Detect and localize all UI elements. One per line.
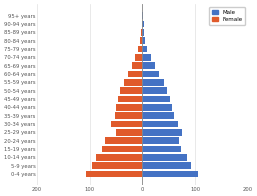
Bar <box>138 46 142 52</box>
Bar <box>120 87 142 94</box>
Bar <box>86 171 142 177</box>
Bar <box>142 37 145 44</box>
Bar <box>142 129 182 136</box>
Bar <box>142 46 147 52</box>
Bar <box>142 154 187 161</box>
Bar <box>142 79 163 86</box>
Bar <box>142 29 144 36</box>
Bar <box>132 62 142 69</box>
Bar <box>128 71 142 77</box>
Bar <box>141 29 142 36</box>
Bar <box>142 104 172 111</box>
Bar <box>142 112 174 119</box>
Bar <box>142 62 155 69</box>
Bar <box>142 121 178 127</box>
Bar <box>96 154 142 161</box>
Bar <box>142 96 170 102</box>
Bar <box>142 171 198 177</box>
Bar <box>135 54 142 61</box>
Bar <box>116 104 142 111</box>
Bar <box>118 96 142 102</box>
Bar <box>124 79 142 86</box>
Bar <box>93 162 142 169</box>
Bar <box>142 21 143 27</box>
Bar <box>142 137 179 144</box>
Bar <box>142 12 143 19</box>
Bar <box>142 54 151 61</box>
Bar <box>105 137 142 144</box>
Bar <box>116 129 142 136</box>
Bar <box>142 87 167 94</box>
Bar <box>103 146 142 152</box>
Bar <box>142 162 191 169</box>
Bar <box>111 121 142 127</box>
Bar <box>140 37 142 44</box>
Bar <box>115 112 142 119</box>
Legend: Male, Female: Male, Female <box>209 7 245 25</box>
Bar <box>142 71 159 77</box>
Bar <box>142 146 181 152</box>
